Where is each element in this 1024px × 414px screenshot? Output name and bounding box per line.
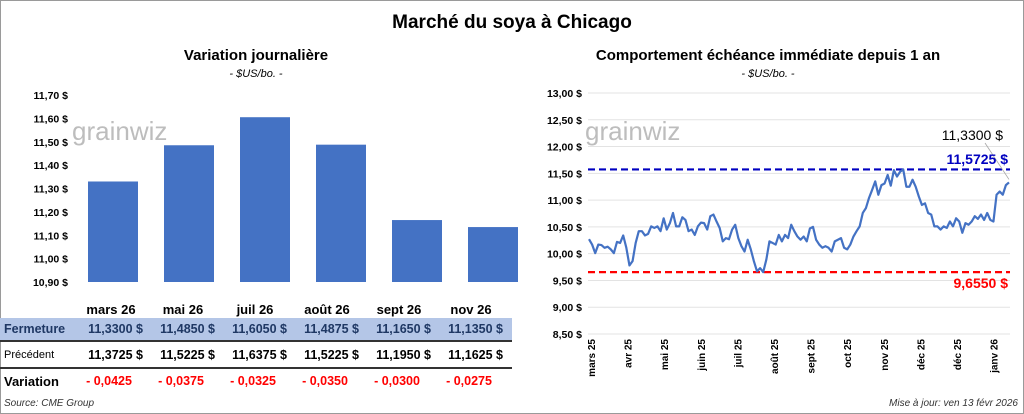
bar: [392, 220, 442, 282]
table-cell: 11,6050 $: [232, 322, 287, 336]
y-tick-label: 11,00 $: [34, 254, 69, 266]
x-tick-label: juin 25: [697, 339, 708, 372]
right-chart-title: Comportement échéance immédiate depuis 1…: [595, 47, 941, 64]
month-header: juil 26: [236, 301, 274, 317]
y-tick-label: 11,70 $: [34, 90, 69, 102]
last-value-leader-line: [984, 142, 1010, 180]
y-tick-label: 10,50 $: [547, 222, 582, 234]
x-tick-label: mars 25: [587, 339, 598, 377]
left-bar-chart: 11,70 $ 11,60 $ 11,50 $ 11,40 $ 11,30 $ 11,20…: [33, 90, 518, 289]
table-cell: - 0,0425: [86, 374, 132, 388]
update-date: Mise à jour: ven 13 févr 2026: [889, 398, 1018, 409]
x-tick-label: déc 25: [916, 339, 927, 371]
bar: [88, 181, 138, 282]
table-cell: - 0,0350: [302, 374, 348, 388]
right-line-chart: 13,00 $ 12,50 $ 12,00 $ 11,50 $ 11,00 $ 10,50…: [547, 88, 1010, 377]
left-chart-title: Variation journalière: [183, 47, 329, 64]
table-cell: 11,4850 $: [160, 322, 215, 336]
x-tick-label: avr 25: [624, 339, 635, 368]
table-header-row: mars 26 mai 26 juil 26 août 26 sept 26 n…: [0, 300, 512, 318]
table-cell: 11,1350 $: [448, 322, 503, 336]
low-value-label: 9,6550 $: [954, 275, 1009, 291]
bar: [164, 145, 214, 282]
x-tick-label: janv 26: [990, 339, 1001, 374]
row-label: Fermeture: [4, 322, 66, 336]
month-header: août 26: [304, 301, 350, 317]
y-tick-label: 11,50 $: [34, 137, 69, 149]
table-row-variation: Variation - 0,0425 - 0,0375 - 0,0325 - 0…: [0, 370, 512, 392]
x-tick-label: déc 25: [953, 339, 964, 371]
table-cell: - 0,0375: [158, 374, 204, 388]
y-tick-label: 10,00 $: [547, 249, 582, 261]
table-cell: 11,1650 $: [376, 322, 431, 336]
high-value-label: 11,5725 $: [946, 151, 1008, 167]
table-cell: 11,4875 $: [304, 322, 359, 336]
x-tick-label: août 25: [770, 339, 781, 374]
table-cell: - 0,0275: [446, 374, 492, 388]
price-line: [588, 168, 1010, 274]
table-cell: 11,6375 $: [232, 347, 287, 362]
grainwiz-logo-right: grainwiz: [585, 116, 680, 146]
y-tick-label: 11,40 $: [34, 160, 69, 172]
last-value-label: 11,3300 $: [942, 127, 1003, 143]
table-row-precedent: Précédent 11,3725 $ 11,5225 $ 11,6375 $ …: [0, 342, 512, 369]
month-header: mars 26: [86, 301, 136, 317]
y-tick-label: 11,50 $: [548, 168, 583, 180]
grainwiz-logo-left: grainwiz: [72, 116, 167, 146]
y-tick-label: 12,50 $: [547, 115, 582, 127]
table-row-fermeture: Fermeture 11,3300 $ 11,4850 $ 11,6050 $ …: [0, 318, 512, 342]
y-tick-label: 12,00 $: [547, 142, 582, 154]
y-tick-label: 11,30 $: [34, 184, 69, 196]
month-header: nov 26: [450, 301, 492, 317]
table-cell: 11,5225 $: [160, 347, 215, 362]
y-tick-label: 11,10 $: [34, 230, 69, 242]
right-chart-unit: - $US/bo. -: [741, 68, 795, 80]
page-title: Marché du soya à Chicago: [392, 12, 632, 33]
table-cell: 11,1950 $: [376, 347, 431, 362]
table-cell: 11,3725 $: [88, 347, 143, 362]
x-tick-label: oct 25: [843, 339, 854, 368]
table-cell: 11,5225 $: [304, 347, 359, 362]
row-label: Précédent: [4, 348, 55, 361]
bar: [468, 227, 518, 282]
table-cell: 11,3300 $: [88, 322, 143, 336]
x-tick-label: nov 25: [880, 339, 891, 371]
table-cell: - 0,0300: [374, 374, 420, 388]
y-tick-label: 11,20 $: [34, 207, 69, 219]
y-tick-label: 9,50 $: [553, 275, 582, 287]
y-tick-label: 9,00 $: [553, 302, 582, 314]
table-cell: 11,1625 $: [448, 347, 503, 362]
source-note: Source: CME Group: [4, 398, 95, 409]
y-tick-label: 11,60 $: [34, 113, 69, 125]
x-tick-label: mai 25: [660, 339, 671, 371]
bar: [316, 144, 366, 282]
x-tick-label: juil 25: [733, 339, 744, 369]
left-chart-unit: - $US/bo. -: [229, 68, 283, 80]
table-cell: - 0,0325: [230, 374, 276, 388]
y-tick-label: 8,50 $: [553, 329, 582, 341]
y-tick-label: 13,00 $: [547, 88, 582, 100]
month-header: mai 26: [162, 301, 204, 317]
x-tick-label: sept 25: [807, 339, 818, 374]
y-tick-label: 10,90 $: [33, 277, 68, 289]
row-label: Variation: [4, 373, 59, 389]
bar: [240, 117, 290, 282]
month-header: sept 26: [376, 301, 422, 317]
y-tick-label: 11,00 $: [548, 195, 583, 207]
